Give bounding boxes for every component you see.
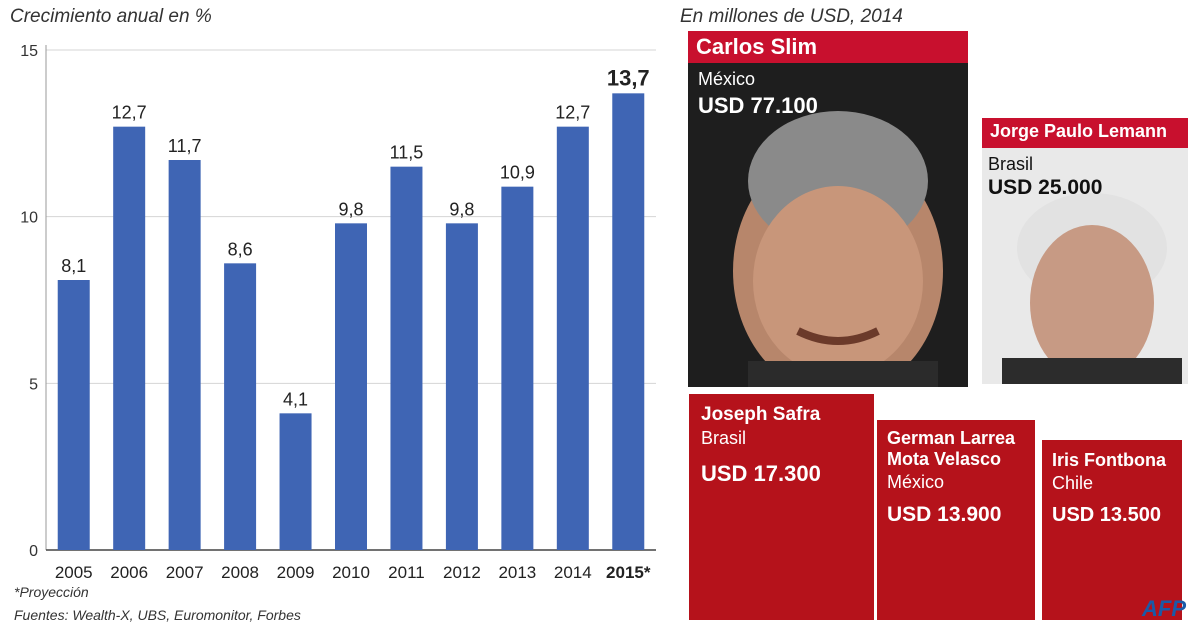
larrea-name-line1: German Larrea: [887, 428, 1016, 448]
bar: [224, 263, 257, 550]
data-label: 9,8: [338, 199, 363, 219]
bar: [57, 280, 90, 550]
bar: [335, 223, 367, 551]
bar: [501, 186, 534, 550]
carlos-slim-photo: [733, 111, 943, 387]
bar: [279, 413, 312, 550]
safra-name: Joseph Safra: [701, 404, 821, 425]
afp-logo: AFP: [1142, 596, 1186, 621]
data-label: 8,6: [228, 239, 253, 259]
carlos-slim-amount: USD 77.100: [698, 93, 818, 118]
bar: [113, 126, 146, 551]
chart-title: Crecimiento anual en %: [10, 6, 212, 27]
larrea-card: German Larrea Mota Velasco México USD 13…: [877, 420, 1035, 620]
lemann-card: Jorge Paulo Lemann Brasil USD 25.000: [982, 118, 1188, 384]
y-tick-label: 15: [20, 43, 38, 60]
x-tick-label: 2013: [498, 563, 536, 582]
fontbona-country: Chile: [1052, 473, 1094, 493]
sources-note: Fuentes: Wealth-X, UBS, Euromonitor, For…: [14, 607, 301, 623]
data-label: 11,7: [168, 136, 202, 156]
carlos-slim-name: Carlos Slim: [688, 31, 968, 63]
data-label: 8,1: [61, 256, 86, 276]
safra-amount: USD 17.300: [701, 461, 821, 486]
x-tick-label: 2011: [388, 563, 425, 582]
data-label: 13,7: [607, 65, 650, 90]
data-label: 12,7: [112, 103, 147, 123]
fontbona-amount: USD 13.500: [1052, 504, 1161, 526]
x-tick-label: 2010: [332, 563, 370, 582]
x-tick-label: 2015*: [606, 563, 651, 582]
carlos-slim-country: México: [698, 69, 756, 89]
data-label: 4,1: [283, 389, 308, 409]
bar: [445, 223, 478, 551]
fontbona-card: Iris Fontbona Chile USD 13.500: [1042, 440, 1182, 620]
x-tick-label: 2008: [221, 563, 259, 582]
x-tick-label: 2012: [443, 563, 481, 582]
fontbona-name: Iris Fontbona: [1052, 450, 1166, 470]
data-label: 9,8: [449, 199, 474, 219]
y-tick-label: 5: [29, 376, 38, 393]
larrea-name-line2: Mota Velasco: [887, 449, 1002, 469]
bar: [168, 160, 201, 550]
bar: [390, 166, 423, 550]
x-tick-label: 2014: [554, 563, 592, 582]
safra-country: Brasil: [701, 428, 747, 448]
panel-title: En millones de USD, 2014: [680, 6, 903, 27]
bar: [556, 126, 589, 551]
projection-note: *Proyección: [14, 584, 89, 600]
larrea-amount: USD 13.900: [887, 503, 1002, 526]
safra-card: Joseph Safra Brasil USD 17.300: [689, 394, 874, 620]
bar: [612, 93, 645, 550]
x-tick-label: 2005: [55, 563, 93, 582]
data-label: 12,7: [555, 103, 590, 123]
x-tick-label: 2009: [277, 563, 315, 582]
bar-chart: 0 5 10 15 8,1 2005 12,7 2006 11,7 2007 8,6 2008 4,1 2…: [20, 43, 656, 582]
carlos-slim-card: Carlos Slim México USD 77.100: [688, 31, 968, 387]
y-tick-label: 10: [20, 210, 38, 227]
lemann-name: Jorge Paulo Lemann: [982, 118, 1188, 148]
lemann-amount: USD 25.000: [988, 176, 1103, 199]
data-label: 11,5: [390, 143, 424, 163]
y-tick-label: 0: [29, 543, 38, 560]
lemann-photo: [1002, 193, 1182, 384]
larrea-country: México: [887, 472, 945, 492]
data-label: 10,9: [500, 163, 535, 183]
x-tick-label: 2007: [166, 563, 204, 582]
x-tick-label: 2006: [110, 563, 148, 582]
lemann-country: Brasil: [988, 154, 1034, 174]
